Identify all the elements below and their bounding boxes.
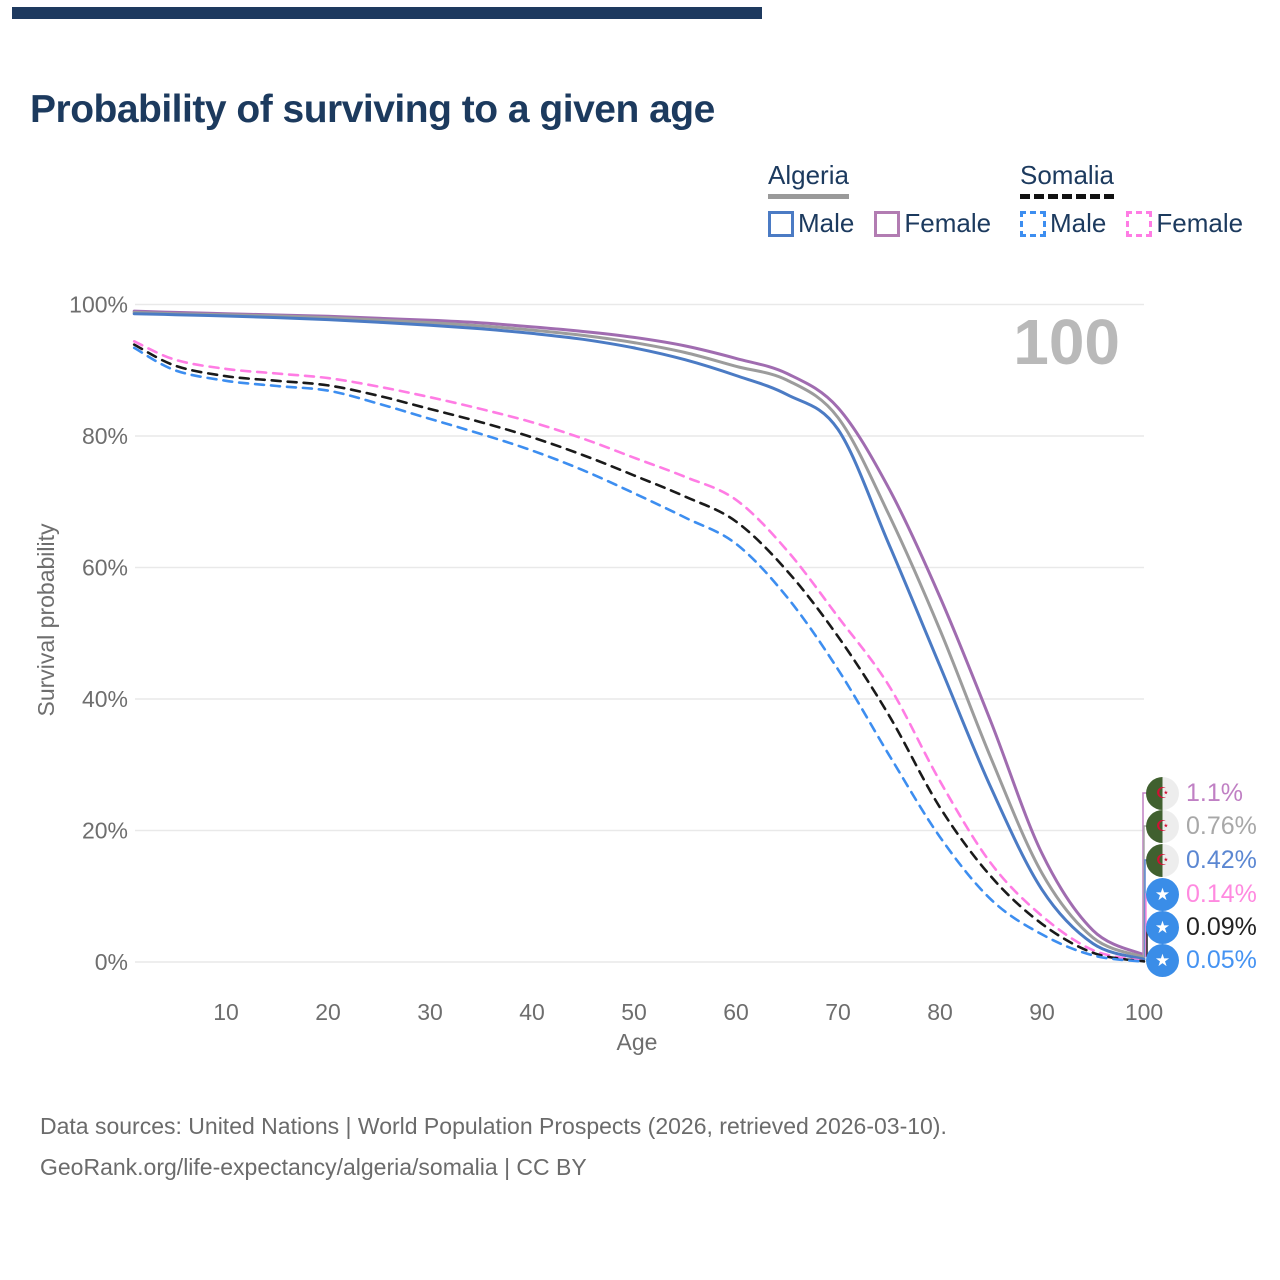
curve-algeria-male	[132, 312, 1146, 961]
end-label-value: 0.14%	[1186, 879, 1257, 908]
legend-country-somalia-label: Somalia	[1020, 160, 1114, 190]
y-tick-40: 40%	[82, 686, 128, 712]
y-tick-80: 80%	[82, 423, 128, 449]
y-axis-title: Survival probability	[33, 523, 59, 717]
legend-label-algeria-female: Female	[904, 208, 992, 238]
y-tick-100: 100%	[69, 292, 128, 318]
source-line-1: Data sources: United Nations | World Pop…	[40, 1113, 947, 1139]
end-label-value: 0.76%	[1186, 811, 1257, 840]
end-label-value: 0.42%	[1186, 845, 1257, 874]
somalia-flag-icon: ★	[1146, 943, 1179, 977]
legend-label-somalia-female: Female	[1156, 208, 1244, 238]
legend-underline-1	[1020, 194, 1114, 199]
source-line-2: GeoRank.org/life-expectancy/algeria/soma…	[40, 1154, 587, 1180]
legend-swatch-0-0	[768, 210, 794, 237]
x-tick-30: 30	[417, 999, 443, 1025]
y-tick-20: 20%	[82, 818, 128, 844]
end-label-row: ★ 0.14%	[1146, 877, 1257, 911]
legend-swatch-0-1	[874, 210, 901, 237]
end-label-row: ☪ 0.76%	[1146, 809, 1257, 843]
x-tick-90: 90	[1029, 999, 1055, 1025]
x-axis-title: Age	[617, 1029, 658, 1055]
end-label-value: 1.1%	[1186, 778, 1243, 807]
end-label-row: ☪ 0.42%	[1146, 843, 1257, 877]
algeria-flag-icon: ☪	[1146, 843, 1179, 877]
legend-item-somalia-female[interactable]: Female	[1126, 208, 1243, 239]
top-accent-bar	[12, 7, 762, 19]
chart-title: Probability of surviving to a given age	[30, 88, 715, 131]
x-tick-60: 60	[723, 999, 749, 1025]
x-tick-80: 80	[927, 999, 953, 1025]
legend-underline-0	[768, 194, 849, 199]
curve-somalia-female	[132, 340, 1146, 963]
legend-swatch-1-0	[1020, 210, 1046, 237]
source-note: Data sources: United Nations | World Pop…	[40, 1106, 947, 1188]
x-tick-40: 40	[519, 999, 545, 1025]
end-label-value: 0.05%	[1186, 945, 1257, 974]
somalia-flag-icon: ★	[1146, 910, 1179, 944]
legend-item-algeria-male[interactable]: Male	[768, 208, 854, 239]
legend-label-algeria-male: Male	[798, 208, 855, 238]
legend-country-algeria-label: Algeria	[768, 160, 849, 190]
legend-item-algeria-female[interactable]: Female	[874, 208, 991, 239]
y-tick-0: 0%	[95, 949, 128, 975]
legend-group-algeria: Algeria Male Female	[768, 160, 991, 239]
x-tick-70: 70	[825, 999, 851, 1025]
somalia-flag-icon: ★	[1146, 877, 1179, 911]
end-label-value: 0.09%	[1186, 912, 1257, 941]
legend-country-somalia[interactable]: Somalia	[1020, 160, 1114, 199]
end-label-row: ★ 0.09%	[1146, 910, 1257, 944]
x-tick-100: 100	[1125, 999, 1163, 1025]
algeria-flag-icon: ☪	[1146, 776, 1179, 810]
x-tick-20: 20	[315, 999, 341, 1025]
legend-item-somalia-male[interactable]: Male	[1020, 208, 1106, 239]
legend-group-somalia: Somalia Male Female	[1020, 160, 1243, 239]
curve-somalia-total	[132, 343, 1146, 963]
end-label-row: ☪ 1.1%	[1146, 776, 1243, 810]
curve-algeria-total	[132, 310, 1146, 959]
chart-watermark: 100	[1013, 306, 1120, 378]
x-tick-50: 50	[621, 999, 647, 1025]
y-tick-60: 60%	[82, 555, 128, 581]
curve-somalia-male	[132, 346, 1146, 963]
legend-swatch-1-1	[1126, 210, 1153, 237]
legend-label-somalia-male: Male	[1050, 208, 1107, 238]
x-tick-10: 10	[213, 999, 239, 1025]
algeria-flag-icon: ☪	[1146, 809, 1179, 843]
legend-country-algeria[interactable]: Algeria	[768, 160, 849, 199]
curve-algeria-female	[132, 309, 1146, 957]
end-label-row: ★ 0.05%	[1146, 943, 1257, 977]
